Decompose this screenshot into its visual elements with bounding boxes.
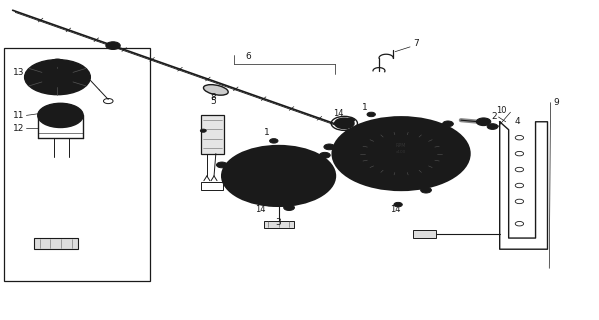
Circle shape — [106, 42, 120, 50]
Text: 1: 1 — [362, 103, 368, 112]
Circle shape — [361, 132, 441, 175]
Circle shape — [40, 68, 75, 87]
Circle shape — [200, 129, 206, 132]
Text: 10: 10 — [496, 106, 507, 115]
Circle shape — [25, 60, 90, 95]
Circle shape — [347, 125, 455, 182]
Circle shape — [238, 154, 319, 197]
Circle shape — [38, 103, 83, 127]
Bar — [201, 116, 223, 154]
Circle shape — [270, 139, 278, 143]
Ellipse shape — [204, 84, 228, 95]
Circle shape — [324, 144, 335, 150]
Bar — [201, 182, 223, 190]
Text: 14: 14 — [390, 205, 400, 214]
Text: 14: 14 — [255, 205, 266, 214]
Text: 4: 4 — [515, 117, 521, 126]
Text: 9: 9 — [553, 98, 559, 107]
Circle shape — [50, 59, 65, 67]
Bar — [413, 230, 435, 238]
Circle shape — [443, 121, 453, 127]
Text: 8: 8 — [210, 93, 216, 102]
Bar — [34, 238, 78, 249]
Text: 7: 7 — [413, 39, 419, 48]
Circle shape — [265, 201, 274, 206]
Text: 5: 5 — [210, 97, 216, 106]
Text: 13: 13 — [13, 68, 24, 77]
Circle shape — [216, 162, 227, 168]
Text: 3: 3 — [276, 218, 282, 227]
Text: RPM: RPM — [396, 143, 406, 148]
Text: 11: 11 — [13, 111, 24, 120]
Circle shape — [395, 150, 407, 157]
Circle shape — [476, 118, 491, 125]
Text: 12: 12 — [13, 124, 24, 132]
Text: 6: 6 — [246, 52, 252, 61]
Circle shape — [394, 202, 403, 207]
Text: 14: 14 — [333, 109, 344, 118]
Bar — [264, 221, 294, 228]
Text: x100: x100 — [396, 150, 406, 154]
Circle shape — [487, 124, 498, 129]
Circle shape — [367, 112, 376, 117]
Circle shape — [47, 108, 74, 123]
Circle shape — [346, 118, 355, 123]
Circle shape — [335, 118, 354, 128]
Circle shape — [319, 152, 330, 158]
Bar — [4, 49, 150, 281]
Circle shape — [270, 171, 288, 181]
Text: 2: 2 — [491, 113, 497, 122]
Circle shape — [284, 205, 295, 211]
Circle shape — [222, 146, 335, 206]
Text: 1: 1 — [264, 128, 270, 137]
Circle shape — [420, 187, 431, 193]
Circle shape — [332, 117, 470, 190]
